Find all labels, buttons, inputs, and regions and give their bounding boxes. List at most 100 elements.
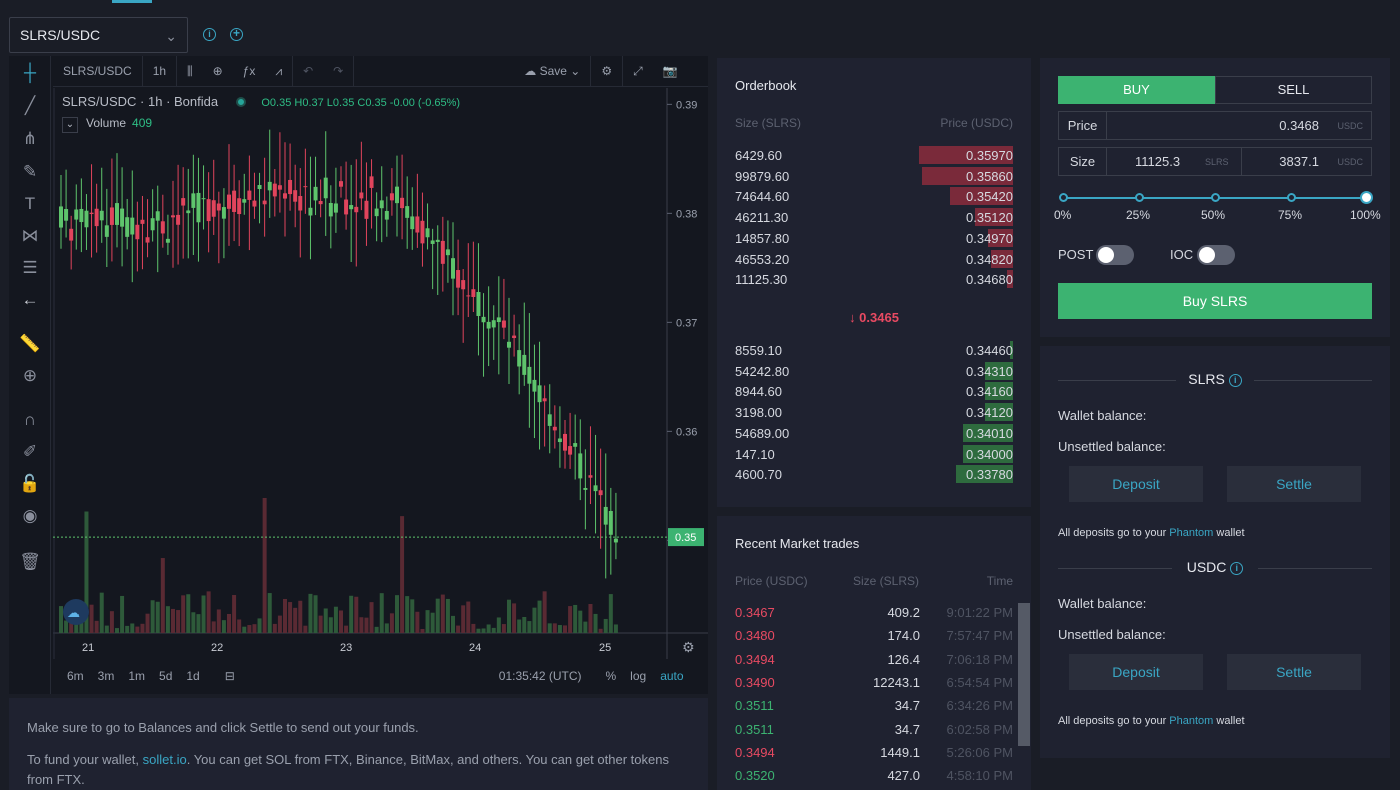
- symbol-button[interactable]: SLRS/USDC: [53, 55, 143, 87]
- candle-body: [466, 295, 471, 297]
- buy-submit-button[interactable]: Buy SLRS: [1058, 283, 1372, 319]
- ask-row[interactable]: 46211.30 0.35120: [717, 207, 1031, 227]
- ask-row[interactable]: 14857.80 0.34970: [717, 228, 1031, 248]
- lock-icon[interactable]: 🔓: [19, 474, 41, 493]
- bid-row[interactable]: 4600.70 0.33780: [717, 464, 1031, 484]
- slider-mark-0[interactable]: [1059, 193, 1068, 202]
- quote-settle-button[interactable]: Settle: [1227, 654, 1361, 690]
- size-input[interactable]: 11125.3: [1135, 154, 1181, 169]
- bid-row[interactable]: 3198.00 0.34120: [717, 402, 1031, 422]
- candle-body: [471, 289, 476, 298]
- templates-icon[interactable]: ⩘: [265, 55, 294, 87]
- add-icon[interactable]: +: [230, 27, 243, 41]
- compare-icon[interactable]: ⊕: [212, 63, 223, 78]
- ruler-icon[interactable]: 📏: [19, 334, 41, 353]
- quote-deposit-button[interactable]: Deposit: [1069, 654, 1203, 690]
- sollet-link[interactable]: sollet.io: [142, 752, 187, 767]
- ask-row[interactable]: 6429.60 0.35970: [717, 145, 1031, 165]
- ask-row[interactable]: 99879.60 0.35860: [717, 166, 1031, 186]
- pct-0[interactable]: 0%: [1054, 208, 1072, 222]
- volume-legend: ⌄ Volume 409: [62, 116, 152, 133]
- text-tool-icon[interactable]: T: [24, 194, 36, 213]
- ask-row[interactable]: 11125.30 0.34680: [717, 269, 1031, 289]
- range-1d[interactable]: 1d: [186, 669, 200, 683]
- clock-time[interactable]: 01:35:42 (UTC): [498, 669, 582, 683]
- bid-row[interactable]: 54242.80 0.34310: [717, 361, 1031, 381]
- candle-body: [135, 224, 140, 240]
- redo-icon[interactable]: ↷: [323, 55, 355, 87]
- phantom-link[interactable]: Phantom: [1169, 527, 1214, 539]
- range-5d[interactable]: 5d: [159, 669, 173, 683]
- range-3m[interactable]: 3m: [97, 669, 115, 683]
- buy-tab[interactable]: BUY: [1058, 76, 1215, 104]
- lock-drawing-icon[interactable]: ✐: [22, 442, 38, 461]
- log-toggle[interactable]: log: [630, 669, 647, 683]
- orderbook-panel: Orderbook Size (SLRS) Price (USDC) 6429.…: [717, 58, 1031, 507]
- trash-icon[interactable]: 🗑: [19, 552, 41, 571]
- trades-scrollbar[interactable]: [1018, 603, 1030, 746]
- phantom-link[interactable]: Phantom: [1169, 715, 1214, 727]
- order-size: 74644.60: [735, 189, 790, 205]
- bid-row[interactable]: 54689.00 0.34010: [717, 423, 1031, 443]
- pct-25[interactable]: 25%: [1126, 208, 1151, 222]
- zoom-in-icon[interactable]: ⊕: [22, 366, 38, 385]
- prediction-icon[interactable]: ☰: [22, 258, 38, 277]
- trend-line-icon[interactable]: ╱: [24, 96, 36, 115]
- eye-icon[interactable]: ◉: [22, 506, 38, 525]
- pct-50[interactable]: 50%: [1201, 208, 1226, 222]
- info-icon[interactable]: i: [1230, 562, 1244, 575]
- slider-handle[interactable]: [1360, 191, 1373, 204]
- sell-tab[interactable]: SELL: [1215, 76, 1372, 104]
- volume-bar: [461, 605, 466, 633]
- post-toggle[interactable]: [1096, 245, 1134, 265]
- size-field[interactable]: Size 11125.3 SLRS 3837.1 USDC: [1058, 147, 1372, 176]
- fullscreen-icon[interactable]: ⤢: [633, 63, 643, 78]
- bid-row[interactable]: 147.10 0.34000: [717, 444, 1031, 464]
- pct-100[interactable]: 100%: [1350, 208, 1381, 222]
- price-field[interactable]: Price 0.3468 USDC: [1058, 111, 1372, 140]
- total-input[interactable]: 3837.1: [1279, 154, 1319, 169]
- collapse-chevron-icon[interactable]: ⌄: [62, 117, 78, 133]
- auto-toggle[interactable]: auto: [660, 669, 684, 683]
- volume-bar: [262, 498, 267, 633]
- info-icon[interactable]: i: [1228, 374, 1242, 387]
- base-deposit-note: All deposits go to your Phantom wallet: [1058, 527, 1245, 539]
- crosshair-icon[interactable]: ┼: [23, 63, 37, 82]
- interval-button[interactable]: 1h: [143, 55, 178, 87]
- ask-row[interactable]: 46553.20 0.34820: [717, 249, 1031, 269]
- brush-icon[interactable]: ✎: [22, 162, 38, 181]
- order-price: 0.34970: [966, 230, 1013, 246]
- volume-bar: [547, 623, 552, 633]
- bid-row[interactable]: 8559.10 0.34460: [717, 340, 1031, 360]
- settings-gear-icon[interactable]: ⚙: [591, 55, 624, 87]
- magnet-icon[interactable]: ∩: [23, 410, 37, 429]
- ioc-toggle[interactable]: [1197, 245, 1235, 265]
- camera-icon[interactable]: 📷: [662, 63, 678, 78]
- base-deposit-button[interactable]: Deposit: [1069, 466, 1203, 502]
- range-1m[interactable]: 1m: [128, 669, 146, 683]
- candle-body: [349, 205, 354, 210]
- range-6m[interactable]: 6m: [67, 669, 84, 683]
- pattern-icon[interactable]: ⋈: [21, 226, 39, 245]
- pct-75[interactable]: 75%: [1278, 208, 1303, 222]
- price-chart[interactable]: 0.390.380.370.360.3521222324250.35⚙☁‹: [53, 88, 708, 659]
- date-range-icon[interactable]: ⊟: [224, 669, 235, 683]
- price-input[interactable]: 0.3468: [1279, 118, 1319, 133]
- info-icon[interactable]: i: [203, 28, 216, 41]
- ask-row[interactable]: 74644.60 0.35420: [717, 186, 1031, 206]
- slider-mark-50[interactable]: [1211, 193, 1220, 202]
- market-selector[interactable]: SLRS/USDC ⌄: [9, 17, 188, 53]
- slider-mark-25[interactable]: [1135, 193, 1144, 202]
- pitchfork-icon[interactable]: ⋔: [22, 129, 38, 148]
- candle-body: [227, 194, 231, 209]
- save-button[interactable]: ☁ Save ⌄: [514, 55, 592, 87]
- indicators-icon[interactable]: ƒx: [242, 63, 256, 78]
- bid-row[interactable]: 8944.60 0.34160: [717, 381, 1031, 401]
- back-arrow-icon[interactable]: ←: [21, 290, 39, 309]
- volume-bar: [104, 625, 109, 633]
- slider-mark-75[interactable]: [1287, 193, 1296, 202]
- candle-type-icon[interactable]: ⫼: [187, 63, 193, 78]
- percent-toggle[interactable]: %: [605, 669, 617, 683]
- base-settle-button[interactable]: Settle: [1227, 466, 1361, 502]
- undo-icon[interactable]: ↶: [303, 63, 314, 78]
